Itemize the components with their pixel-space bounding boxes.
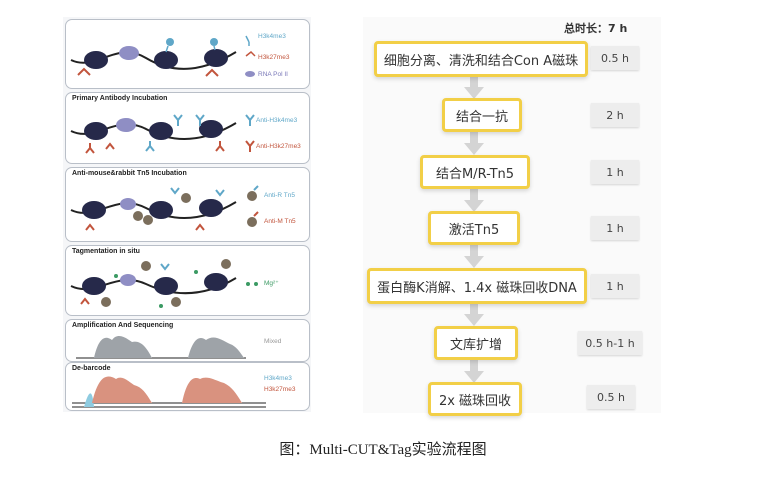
flow-step-4: 激活Tn5 — [428, 211, 520, 245]
legend-anti-h3k27me3: Anti-H3k27me3 — [256, 143, 301, 150]
panel-title: Anti-mouse&rabbit Tn5 Incubation — [72, 170, 187, 177]
flow-arrow — [464, 87, 484, 99]
legend-anti-h3k4me3: Anti-H3k4me3 — [256, 117, 298, 124]
flow-step-5-time: 1 h — [591, 274, 639, 298]
flow-step-1-time: 0.5 h — [591, 46, 639, 70]
flow-step-1: 细胞分离、清洗和结合Con A磁珠 — [374, 41, 588, 77]
flow-arrow-stem — [470, 359, 478, 373]
chromatin-illustration — [70, 35, 256, 77]
flow-arrow — [464, 200, 484, 212]
panel-title: Amplification And Sequencing — [72, 322, 174, 329]
step-panel-primary-antibody: Primary Antibody Incubation Anti-H3k4me3… — [65, 92, 310, 164]
tagmentation-illustration — [70, 259, 258, 308]
panel-title: De-barcode — [72, 365, 111, 372]
flow-arrow-stem — [470, 243, 478, 258]
flow-step-4-time: 1 h — [591, 216, 639, 240]
legend-h3k4me3: H3k4me3 — [258, 33, 286, 40]
legend-h3k27me3: H3k27me3 — [258, 54, 290, 61]
flow-step-7-time: 0.5 h — [587, 385, 635, 409]
flow-arrow-stem — [470, 77, 478, 89]
legend-anti-r-tn5: Anti-R Tn5 — [264, 192, 295, 199]
flow-step-6: 文库扩增 — [434, 326, 518, 360]
legend-h3k4me3: H3k4me3 — [264, 375, 292, 382]
legend-mg2plus: Mg²⁺ — [264, 280, 279, 287]
flow-step-5: 蛋白酶K消解、1.4x 磁珠回收DNA — [367, 268, 587, 304]
flow-arrow — [464, 256, 484, 268]
flow-step-3: 结合M/R-Tn5 — [420, 155, 530, 189]
flow-arrow-stem — [470, 188, 478, 202]
panel-title: Primary Antibody Incubation — [72, 95, 168, 102]
legend-mixed: Mixed — [264, 338, 282, 345]
tn5-incubation-illustration — [70, 185, 259, 231]
step-panel-tn5-incubation: Anti-mouse&rabbit Tn5 Incubation Anti-R … — [65, 167, 310, 242]
primary-antibody-illustration — [70, 114, 255, 154]
debarcode-peaks-illustration — [72, 376, 266, 408]
flow-step-7: 2x 磁珠回收 — [428, 382, 522, 416]
panel-title: Tagmentation in situ — [72, 248, 140, 255]
step-panel-tagmentation: Tagmentation in situ Mg²⁺ — [65, 245, 310, 316]
step-panel-debarcode: De-barcode H3k4me3 H3k27me3 — [65, 362, 310, 411]
flow-arrow — [464, 371, 484, 383]
flow-arrow — [464, 143, 484, 155]
step-panel-amplification: Amplification And Sequencing Mixed — [65, 319, 310, 362]
mixed-peaks-illustration — [76, 336, 246, 359]
flow-step-2-time: 2 h — [591, 103, 639, 127]
total-time-label: 总时长：7 h — [564, 22, 628, 35]
flow-step-2: 结合一抗 — [442, 98, 522, 132]
flow-arrow — [464, 314, 484, 326]
flow-step-3-time: 1 h — [591, 160, 639, 184]
flow-arrow-stem — [470, 302, 478, 316]
step-panel-chromatin: H3k4me3 H3k27me3 RNA Pol II — [65, 19, 310, 89]
legend-anti-m-tn5: Anti-M Tn5 — [264, 218, 296, 225]
figure-caption: 图：Multi-CUT&Tag实验流程图 — [279, 442, 487, 458]
flow-step-6-time: 0.5 h-1 h — [578, 331, 642, 355]
legend-h3k27me3: H3k27me3 — [264, 386, 296, 393]
flow-arrow-stem — [470, 131, 478, 145]
legend-rna-pol-ii: RNA Pol II — [258, 71, 288, 78]
